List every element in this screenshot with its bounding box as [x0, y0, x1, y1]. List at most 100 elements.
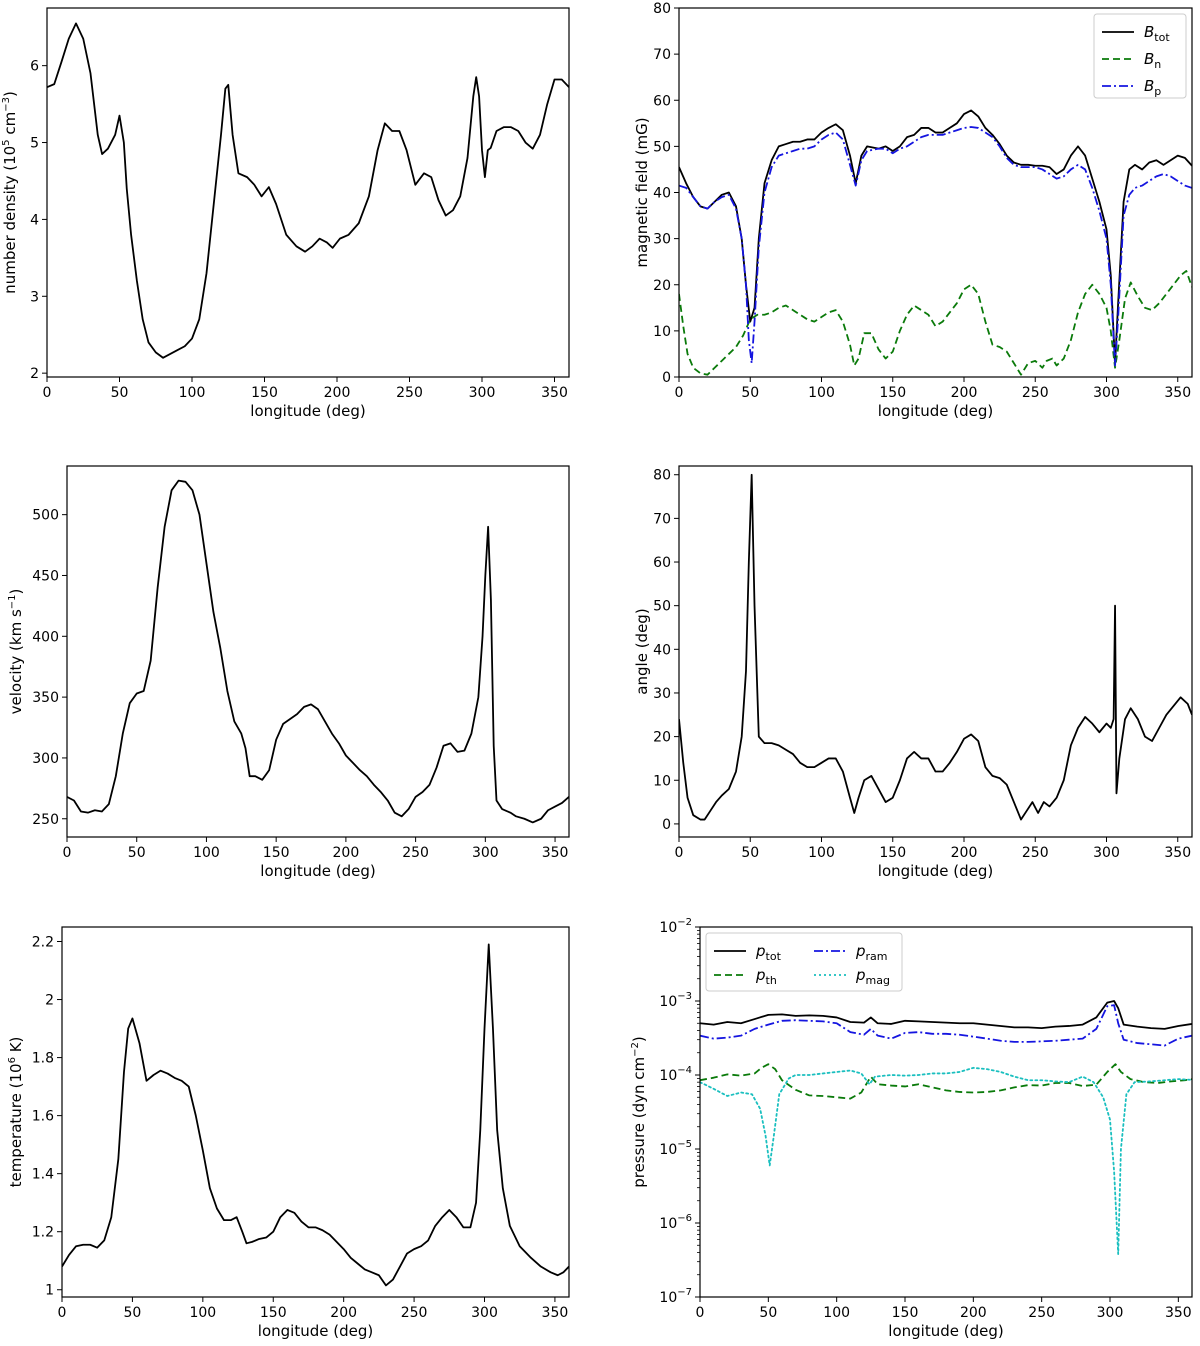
- y-tick-label: 5: [30, 136, 39, 152]
- series-line-v: [67, 479, 569, 824]
- y-tick-label: 2: [30, 366, 39, 382]
- y-tick-label: 1: [45, 1283, 54, 1299]
- x-axis-label: longitude (deg): [878, 402, 993, 420]
- y-tick-label: 1.6: [32, 1109, 54, 1125]
- series-line-p: [679, 126, 1192, 367]
- plot-frame: [699, 926, 1193, 1298]
- y-tick-label: 80: [653, 1, 671, 17]
- legend-label-tot: Btot: [1144, 23, 1170, 44]
- x-tick-label: 200: [960, 1305, 987, 1321]
- x-axis-label: longitude (deg): [260, 862, 375, 880]
- y-tick-label: 70: [653, 511, 671, 527]
- x-tick-label: 150: [879, 845, 906, 861]
- x-tick-label: 250: [1028, 1305, 1055, 1321]
- x-axis-label: longitude (deg): [888, 1322, 1003, 1340]
- chart-pressure: 0 50 100 150 200 250 300 350 10−7 10−6 10−5 10−4 10−…: [630, 917, 1193, 1340]
- x-tick-label: 300: [1097, 1305, 1124, 1321]
- plot-frame: [678, 465, 1193, 838]
- y-tick-label: 40: [653, 186, 671, 202]
- y-tick-label: 500: [32, 508, 59, 524]
- x-tick-label: 0: [43, 385, 52, 401]
- y-tick-label: 10: [653, 773, 671, 789]
- y-axis-label: angle (deg): [633, 608, 651, 694]
- x-tick-label: 0: [63, 845, 72, 861]
- legend-label-p: Bp: [1144, 77, 1161, 98]
- series-line-mag: [700, 1066, 1192, 1255]
- legend-label-n: Bn: [1144, 50, 1161, 71]
- x-axis-label: longitude (deg): [878, 862, 993, 880]
- series-line-T: [62, 943, 569, 1287]
- x-tick-label: 250: [1022, 385, 1049, 401]
- y-tick-label: 30: [653, 686, 671, 702]
- x-axis-label: longitude (deg): [250, 402, 365, 420]
- x-tick-label: 300: [1093, 385, 1120, 401]
- chart-angle: 0 50 100 150 200 250 300 350 0 10 20 30 40 50 60 70 80 lo…: [633, 465, 1193, 880]
- x-tick-label: 0: [58, 1305, 67, 1321]
- chart-density: 0 50 100 150 200 250 300 350 2 3 4 5 6 longitude (deg…: [1, 7, 570, 420]
- series-line-n: [47, 22, 569, 359]
- x-tick-label: 150: [879, 385, 906, 401]
- legend: ptot pth pram pmag: [705, 932, 903, 992]
- y-axis-label: velocity (km s−1): [7, 589, 25, 715]
- plot-frame: [61, 926, 570, 1298]
- legend-box: [705, 932, 903, 992]
- y-axis-label: number density (105 cm−3): [1, 91, 19, 294]
- x-tick-label: 100: [808, 845, 835, 861]
- series-line-angle: [679, 473, 1192, 821]
- y-tick-label: 1.8: [32, 1051, 54, 1067]
- y-tick-label: 400: [32, 629, 59, 645]
- y-tick-label: 60: [653, 555, 671, 571]
- y-tick-label: 250: [32, 812, 59, 828]
- x-tick-label: 350: [1164, 845, 1191, 861]
- x-tick-label: 50: [741, 845, 759, 861]
- x-tick-label: 0: [696, 1305, 705, 1321]
- y-tick-label: 40: [653, 642, 671, 658]
- x-tick-label: 150: [260, 1305, 287, 1321]
- chart-temperature: 0 50 100 150 200 250 300 350 1 1.2 1.4 1.6 1.8 2 2.2 lo…: [7, 926, 570, 1340]
- x-tick-label: 50: [124, 1305, 142, 1321]
- x-tick-label: 100: [823, 1305, 850, 1321]
- x-tick-label: 50: [759, 1305, 777, 1321]
- legend: Btot Bn Bp: [1093, 13, 1187, 99]
- x-tick-label: 200: [951, 385, 978, 401]
- x-tick-label: 100: [179, 385, 206, 401]
- chart-magnetic: 0 50 100 150 200 250 300 350 0 10 20 30 40 50 60 70 80 lo…: [633, 1, 1193, 420]
- x-tick-label: 250: [396, 385, 423, 401]
- x-tick-label: 0: [675, 845, 684, 861]
- x-tick-label: 250: [401, 1305, 428, 1321]
- y-axis-label: pressure (dyn cm−2): [630, 1036, 648, 1188]
- y-axis-label: magnetic field (mG): [633, 117, 651, 267]
- y-tick-label: 10−4: [659, 1065, 692, 1084]
- x-tick-label: 350: [542, 845, 569, 861]
- series-line-tot: [700, 1000, 1192, 1030]
- y-tick-label: 70: [653, 47, 671, 63]
- x-tick-label: 100: [808, 385, 835, 401]
- y-tick-label: 0: [662, 370, 671, 386]
- x-tick-label: 100: [193, 845, 220, 861]
- y-tick-label: 10: [653, 324, 671, 340]
- legend-label-ram: pram: [855, 942, 888, 963]
- y-tick-label: 6: [30, 59, 39, 75]
- x-tick-label: 350: [1164, 385, 1191, 401]
- y-tick-label: 1.2: [32, 1225, 54, 1241]
- x-tick-label: 350: [1165, 1305, 1192, 1321]
- x-tick-label: 300: [472, 845, 499, 861]
- y-tick-label: 60: [653, 93, 671, 109]
- x-tick-label: 250: [402, 845, 429, 861]
- x-tick-label: 350: [542, 1305, 569, 1321]
- y-tick-label: 1.4: [32, 1167, 54, 1183]
- y-tick-label: 30: [653, 232, 671, 248]
- x-tick-label: 300: [471, 1305, 498, 1321]
- y-tick-label: 10−2: [659, 917, 692, 936]
- x-tick-label: 350: [541, 385, 568, 401]
- y-tick-label: 300: [32, 751, 59, 767]
- x-tick-label: 200: [330, 1305, 357, 1321]
- y-tick-label: 450: [32, 568, 59, 584]
- y-tick-label: 50: [653, 139, 671, 155]
- legend-label-mag: pmag: [855, 966, 890, 987]
- y-tick-label: 80: [653, 468, 671, 484]
- x-tick-label: 50: [128, 845, 146, 861]
- x-tick-label: 50: [741, 385, 759, 401]
- y-tick-label: 20: [653, 730, 671, 746]
